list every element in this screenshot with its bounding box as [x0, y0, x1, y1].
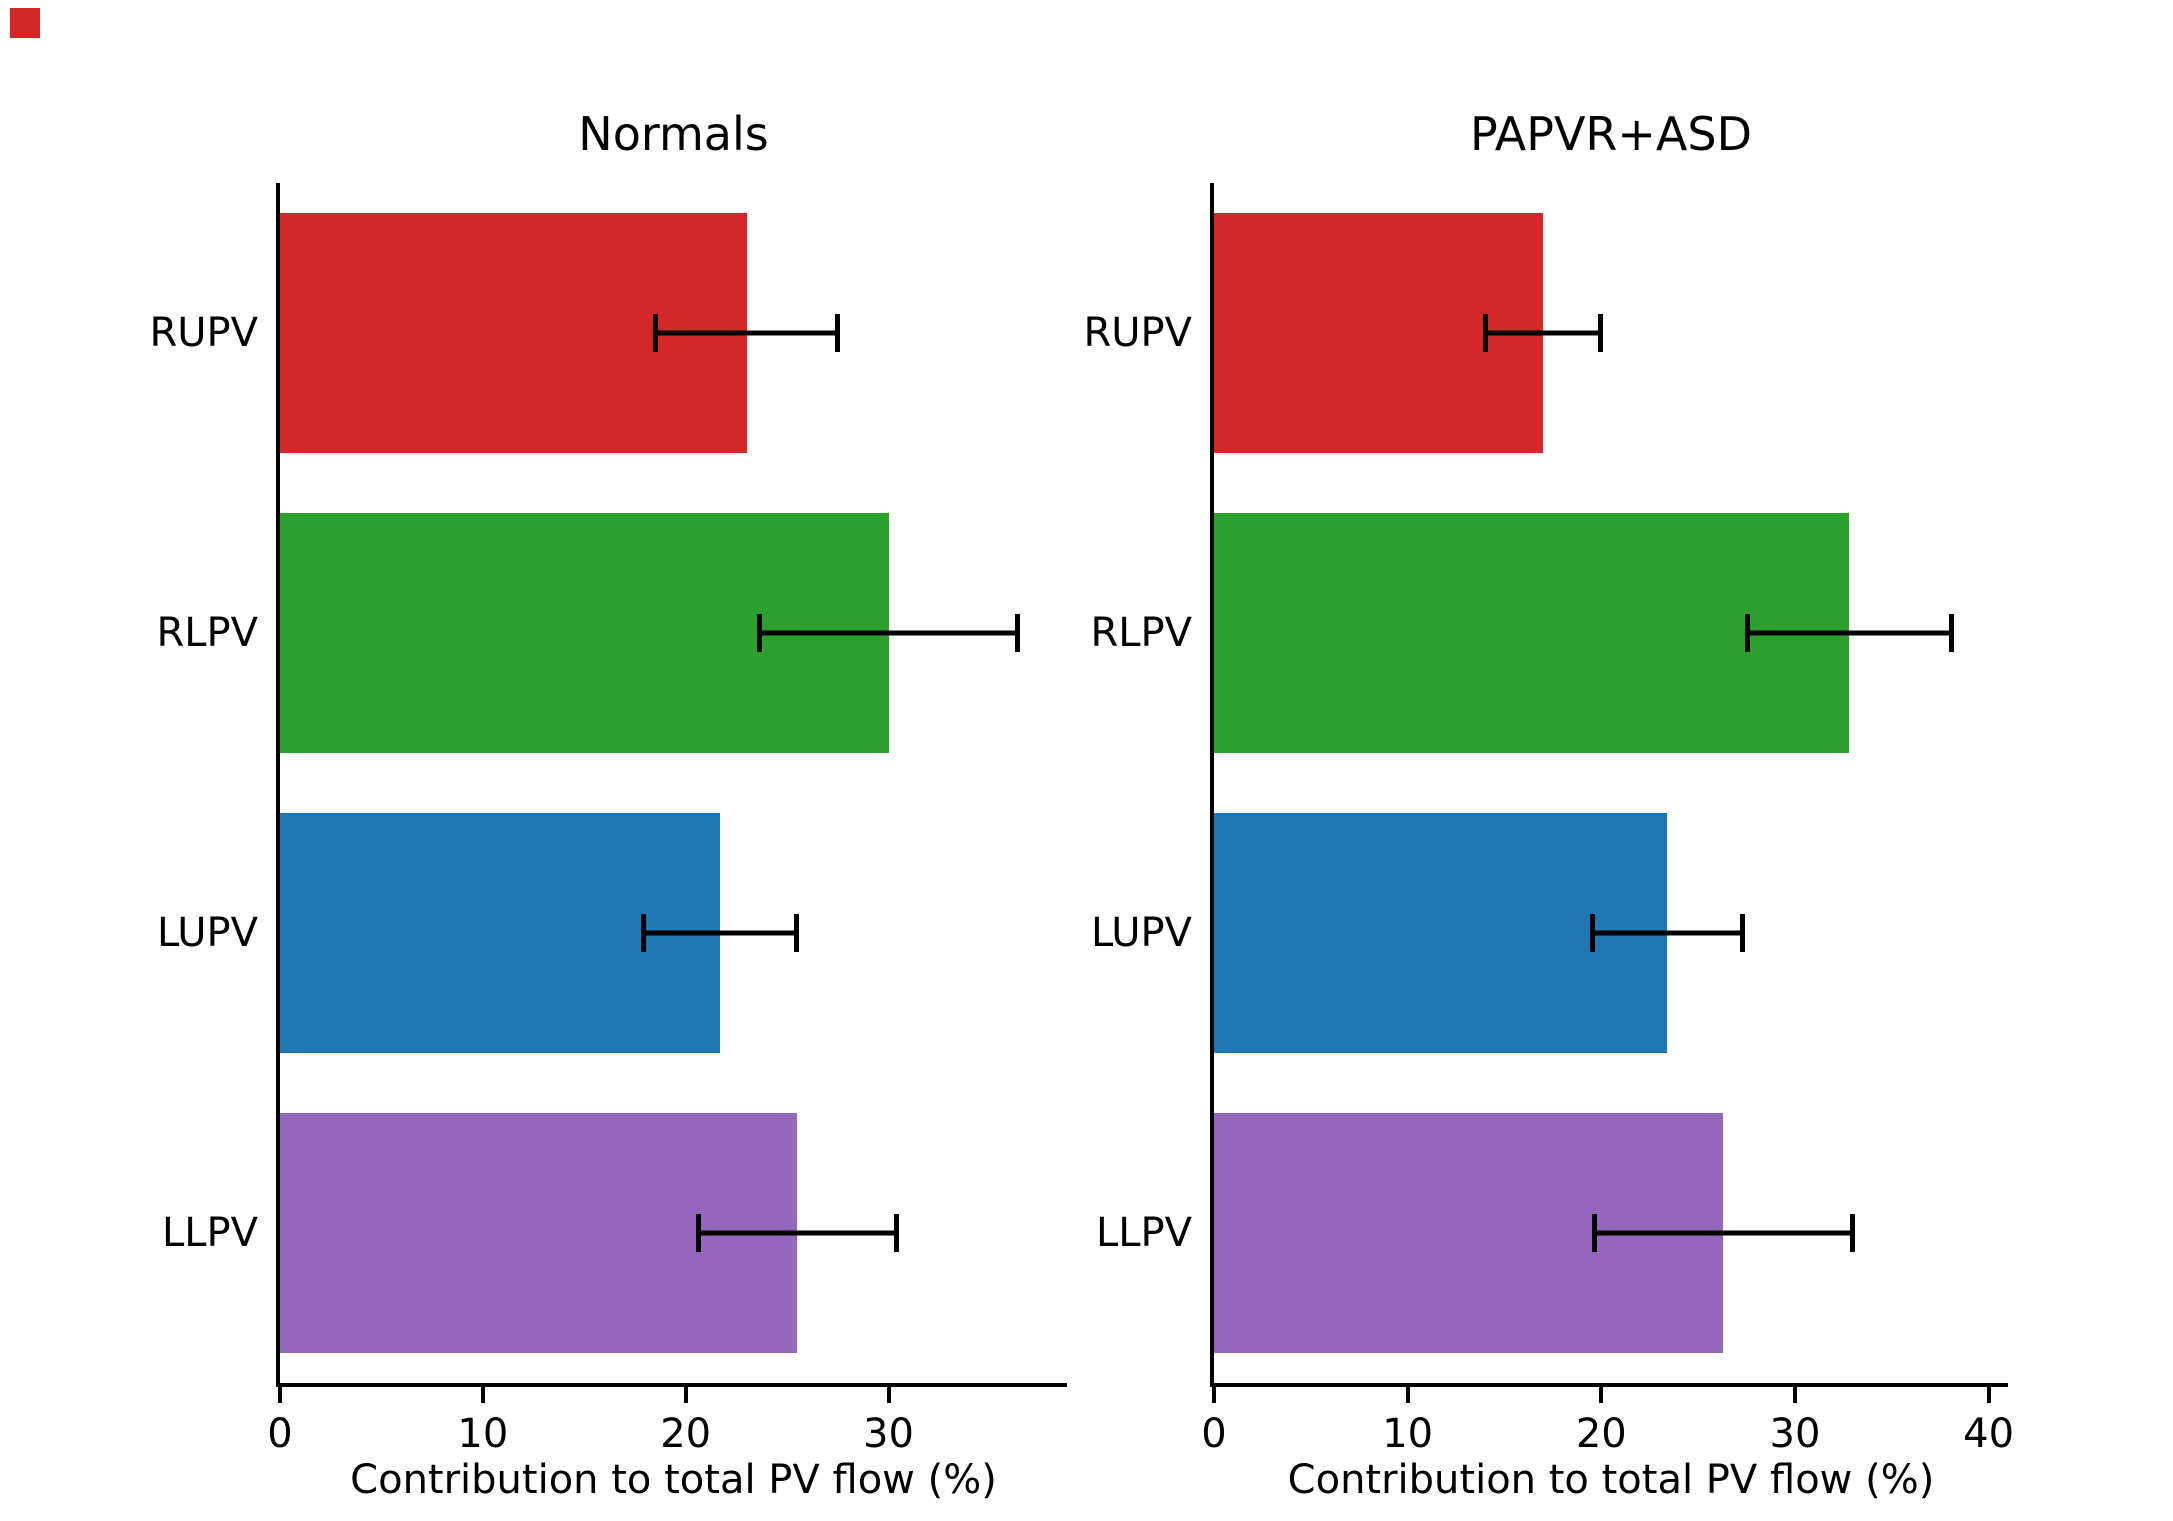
errorbar-cap-left: [641, 914, 647, 952]
x-tick-mark: [886, 1387, 891, 1403]
errorbar-rupv: [653, 314, 840, 352]
y-tick-label-rupv: RUPV: [149, 310, 258, 356]
x-tick-mark: [1212, 1387, 1216, 1403]
errorbar-cap-right: [834, 314, 840, 352]
errorbar-line: [756, 630, 1021, 636]
errorbar-line: [653, 330, 840, 336]
errorbar-line: [641, 930, 800, 936]
x-axis-label-papvr-asd: Contribution to total PV flow (%): [1287, 1457, 1935, 1503]
errorbar-line: [1591, 1230, 1855, 1236]
errorbar-cap-left: [1744, 614, 1750, 652]
errorbar-cap-right: [794, 914, 800, 952]
x-tick-label: 0: [1201, 1411, 1227, 1457]
chart-panel-papvr-asd: PAPVR+ASD Contribution to total PV flow …: [1083, 107, 2014, 1503]
y-tick-label-lupv: LUPV: [1090, 910, 1192, 956]
x-tick-label: 20: [660, 1411, 712, 1457]
x-tick-mark: [278, 1387, 282, 1403]
errorbar-lupv: [1589, 914, 1745, 952]
y-tick-label-rupv: RUPV: [1083, 310, 1192, 356]
x-tick-mark: [480, 1387, 485, 1403]
chart-title-papvr-asd: PAPVR+ASD: [1469, 107, 1753, 161]
y-tick-label-llpv: LLPV: [161, 1210, 258, 1256]
errorbar-llpv: [1591, 1214, 1855, 1252]
errorbar-lupv: [641, 914, 800, 952]
x-tick-label: 0: [267, 1411, 293, 1457]
y-tick-label-llpv: LLPV: [1095, 1210, 1192, 1256]
errorbar-cap-right: [1739, 914, 1745, 952]
x-tick-mark: [1405, 1387, 1410, 1403]
x-tick-label: 30: [863, 1411, 914, 1457]
x-tick-label: 20: [1575, 1411, 1627, 1457]
x-tick-mark: [1792, 1387, 1797, 1403]
errorbar-cap-left: [1591, 1214, 1597, 1252]
errorbar-rupv: [1483, 314, 1604, 352]
x-tick-label: 40: [1963, 1411, 2015, 1457]
errorbar-line: [1744, 630, 1954, 636]
errorbar-llpv: [695, 1214, 899, 1252]
x-tick-label: 10: [1382, 1411, 1434, 1457]
y-tick-label-lupv: LUPV: [156, 910, 258, 956]
x-tick-label: 10: [457, 1411, 509, 1457]
errorbar-rlpv: [756, 614, 1021, 652]
chart-title-normals: Normals: [578, 107, 769, 161]
errorbar-cap-right: [893, 1214, 899, 1252]
chart-panel-normals: Normals Contribution to total PV flow (%…: [149, 107, 1067, 1503]
y-tick-label-rlpv: RLPV: [1090, 610, 1192, 656]
errorbar-line: [1589, 930, 1745, 936]
x-tick-mark: [1599, 1387, 1604, 1403]
errorbar-cap-left: [653, 314, 659, 352]
errorbar-cap-left: [756, 614, 762, 652]
errorbar-cap-right: [1598, 314, 1604, 352]
errorbar-cap-left: [1483, 314, 1489, 352]
errorbar-line: [1483, 330, 1604, 336]
errorbar-cap-left: [1589, 914, 1595, 952]
y-tick-label-rlpv: RLPV: [156, 610, 258, 656]
errorbar-cap-left: [695, 1214, 701, 1252]
errorbar-cap-right: [1850, 1214, 1855, 1252]
bar-rlpv: [1214, 513, 1850, 753]
errorbar-cap-right: [1948, 614, 1954, 652]
x-tick-mark: [683, 1387, 688, 1403]
x-tick-mark: [1986, 1387, 1991, 1403]
corner-marker: [10, 8, 40, 38]
errorbar-line: [695, 1230, 899, 1236]
x-axis-label-normals: Contribution to total PV flow (%): [350, 1457, 997, 1503]
errorbar-rlpv: [1744, 614, 1954, 652]
errorbar-cap-right: [1015, 614, 1021, 652]
x-tick-label: 30: [1769, 1411, 1821, 1457]
